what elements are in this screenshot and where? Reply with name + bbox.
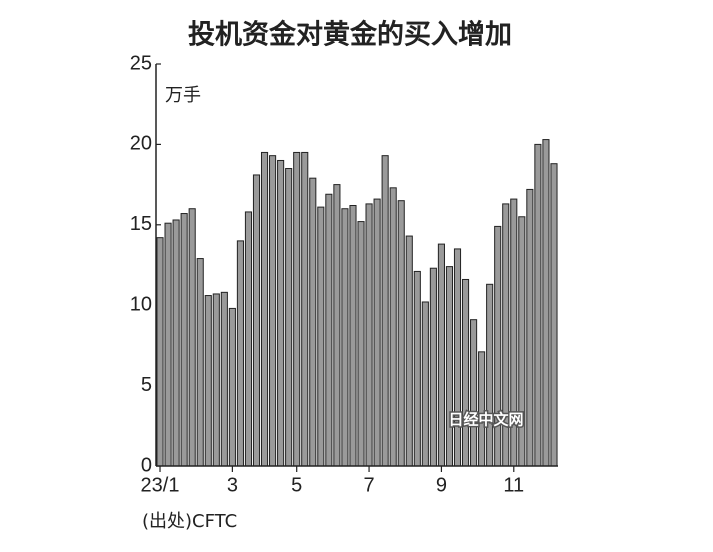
chart-title: 投机资金对黄金的买入增加 bbox=[188, 19, 512, 51]
bar bbox=[421, 301, 429, 467]
bar bbox=[156, 237, 164, 467]
y-tick-label: 15 bbox=[130, 213, 152, 235]
x-tick-label: 23/1 bbox=[141, 474, 180, 496]
bar bbox=[437, 243, 445, 467]
bar bbox=[486, 283, 494, 467]
bar bbox=[196, 258, 204, 467]
bar bbox=[429, 267, 437, 467]
bar bbox=[397, 200, 405, 467]
bar bbox=[285, 168, 293, 467]
x-tick-label: 5 bbox=[291, 474, 302, 496]
bar bbox=[445, 266, 454, 467]
bar bbox=[180, 213, 188, 467]
bar bbox=[357, 221, 365, 467]
bar bbox=[494, 225, 502, 467]
x-tick-label: 7 bbox=[363, 474, 374, 496]
bar bbox=[550, 163, 558, 467]
bar bbox=[220, 291, 228, 467]
watermark: 日经中文网 bbox=[448, 411, 523, 429]
bar bbox=[236, 240, 244, 467]
bar bbox=[293, 151, 301, 467]
bar bbox=[341, 208, 349, 467]
y-tick-label: 0 bbox=[141, 454, 152, 476]
plot-area: 0 5 10 15 20 25 23/1 3 5 7 9 11 bbox=[130, 52, 558, 496]
bar bbox=[413, 270, 421, 467]
bar bbox=[188, 208, 196, 467]
bar bbox=[325, 193, 333, 467]
y-tick-label: 10 bbox=[130, 293, 152, 315]
bar bbox=[269, 155, 277, 467]
bar bbox=[349, 205, 357, 467]
bar bbox=[365, 203, 373, 467]
bar bbox=[172, 219, 180, 467]
bar bbox=[244, 211, 253, 467]
bar bbox=[453, 248, 462, 467]
bar bbox=[461, 278, 470, 467]
bar bbox=[470, 319, 478, 467]
y-tick-label: 20 bbox=[130, 133, 152, 155]
bar bbox=[164, 222, 172, 467]
bar bbox=[301, 151, 309, 467]
y-axis-label: 万手 bbox=[165, 85, 201, 106]
x-tick-label: 3 bbox=[227, 474, 238, 496]
y-tick-label: 5 bbox=[141, 374, 152, 396]
bar bbox=[542, 139, 550, 467]
bar bbox=[518, 216, 526, 467]
x-tick-label: 9 bbox=[436, 474, 447, 496]
bar bbox=[333, 184, 341, 467]
bar bbox=[405, 235, 413, 467]
bar bbox=[534, 143, 542, 467]
bar bbox=[381, 155, 389, 467]
bar bbox=[309, 177, 317, 467]
bar bbox=[373, 198, 381, 467]
bar bbox=[478, 351, 486, 467]
bar bbox=[526, 188, 534, 467]
bar bbox=[212, 293, 220, 467]
source-note: (出处)CFTC bbox=[142, 511, 237, 532]
bar bbox=[317, 206, 325, 467]
bar bbox=[277, 159, 285, 467]
x-tick-label: 11 bbox=[503, 474, 524, 496]
bar bbox=[252, 174, 261, 467]
y-tick-label: 25 bbox=[130, 52, 152, 74]
bar bbox=[260, 151, 269, 467]
bar bbox=[228, 307, 236, 467]
bar bbox=[389, 187, 397, 467]
bar bbox=[204, 295, 212, 467]
